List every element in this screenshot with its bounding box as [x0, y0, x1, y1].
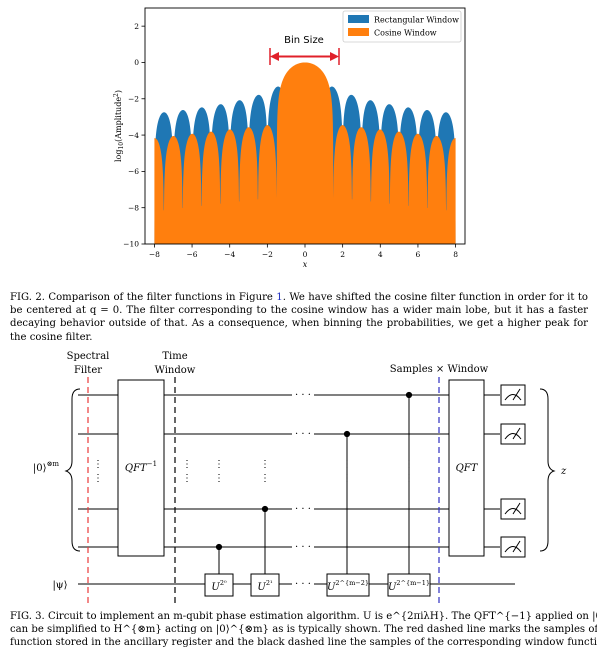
svg-text:⋮: ⋮: [214, 459, 224, 470]
y-axis-ticks: −10 −8 −6 −4 −2 0 2: [123, 22, 145, 249]
inverse-qft-gate: QFT−1: [118, 380, 164, 556]
legend-label-rectangular: Rectangular Window: [374, 16, 459, 25]
svg-text:· · ·: · · ·: [295, 504, 311, 515]
x-tick-label: 6: [416, 250, 421, 259]
svg-text:· · ·: · · ·: [295, 579, 311, 590]
svg-text:⋮: ⋮: [93, 473, 103, 484]
chart-legend: Rectangular Window Cosine Window: [343, 11, 461, 42]
right-brace: [540, 389, 554, 551]
measurement-meter-icon: [501, 537, 525, 557]
y-tick-label: −8: [128, 203, 139, 212]
time-label: Time: [162, 351, 187, 362]
y-tick-label: −2: [128, 94, 139, 103]
x-axis-label: x: [303, 260, 308, 269]
svg-text:· · ·: · · ·: [295, 429, 311, 440]
x-tick-label: −6: [187, 250, 198, 259]
measurement-meter-icon: [501, 385, 525, 405]
figure-3-caption-line-1: FIG. 3. Circuit to implement an m-qubit …: [10, 610, 588, 623]
svg-text:⋮: ⋮: [260, 459, 270, 470]
svg-text:· · ·: · · ·: [295, 542, 311, 553]
u-gate-1: U2⁰: [205, 574, 233, 596]
figure-3-caption: FIG. 3. Circuit to implement an m-qubit …: [10, 610, 588, 650]
x-tick-label: 4: [378, 250, 383, 259]
svg-text:⋮: ⋮: [93, 459, 103, 470]
legend-swatch-cosine: [348, 28, 369, 36]
figure-3-circuit: Spectral Filter Time Window Samples × Wi…: [0, 345, 597, 607]
x-tick-label: −2: [262, 250, 273, 259]
register-label: |0⟩⊗m: [33, 460, 60, 474]
bin-size-label: Bin Size: [284, 35, 324, 46]
svg-text:⋮: ⋮: [182, 459, 192, 470]
x-tick-label: 2: [340, 250, 345, 259]
svg-text:⋮: ⋮: [260, 473, 270, 484]
legend-label-cosine: Cosine Window: [374, 29, 437, 38]
samples-window-label: Samples × Window: [390, 364, 489, 375]
u-gate-m-minus-2: U2^{m−2}: [327, 574, 369, 596]
measurement-meters: [501, 385, 525, 557]
x-axis-ticks: −8 −6 −4 −2 0 2 4 6 8: [149, 244, 458, 259]
wire-ellipsis: · · · · · · · · · · · · · · ·: [295, 390, 311, 590]
measurement-meter-icon: [501, 499, 525, 519]
measurement-meter-icon: [501, 424, 525, 444]
figure-3-caption-line-3: function stored in the ancillary registe…: [10, 636, 588, 649]
figure-3-caption-label: FIG. 3.: [10, 611, 45, 622]
controlled-u-gates: [216, 392, 411, 575]
svg-text:QFT: QFT: [456, 463, 479, 474]
x-tick-label: 8: [453, 250, 458, 259]
figure-2-caption-label: FIG. 2.: [10, 292, 45, 303]
left-brace: [66, 389, 80, 551]
output-label: z: [560, 466, 567, 477]
svg-text:⋮: ⋮: [182, 473, 192, 484]
filter-label: Filter: [74, 365, 102, 376]
y-tick-label: 0: [134, 58, 139, 67]
y-tick-label: −6: [128, 167, 139, 176]
y-tick-label: −4: [128, 131, 139, 140]
figure-2-caption-part1: Comparison of the filter functions in Fi…: [48, 292, 276, 303]
bin-size-annotation: Bin Size: [270, 35, 339, 65]
figure-2-caption: FIG. 2. Comparison of the filter functio…: [10, 291, 588, 344]
x-tick-label: −8: [149, 250, 160, 259]
spectral-label: Spectral: [67, 351, 110, 362]
window-label: Window: [155, 365, 196, 376]
svg-text:⋮: ⋮: [214, 473, 224, 484]
figure-3-caption-line-2: can be simplified to H^{⊗m} acting on |0…: [10, 623, 588, 636]
legend-swatch-rectangular: [348, 15, 369, 23]
figure-2-chart: −8 −6 −4 −2 0 2 4 6 8 −10 −8 −6 −4 −2 0 2 x log10(Ampl…: [0, 0, 597, 280]
y-tick-label: −10: [123, 240, 139, 249]
u-gate-m-minus-1: U2^{m−1}: [388, 574, 430, 596]
qft-gate: QFT: [449, 380, 484, 556]
y-tick-label: 2: [134, 22, 139, 31]
psi-label: |ψ⟩: [52, 580, 67, 591]
u-gate-2: U2¹: [251, 574, 279, 596]
svg-text:· · ·: · · ·: [295, 390, 311, 401]
y-axis-label: log10(Amplitude2): [113, 90, 125, 162]
x-tick-label: 0: [303, 250, 308, 259]
x-tick-label: −4: [224, 250, 235, 259]
